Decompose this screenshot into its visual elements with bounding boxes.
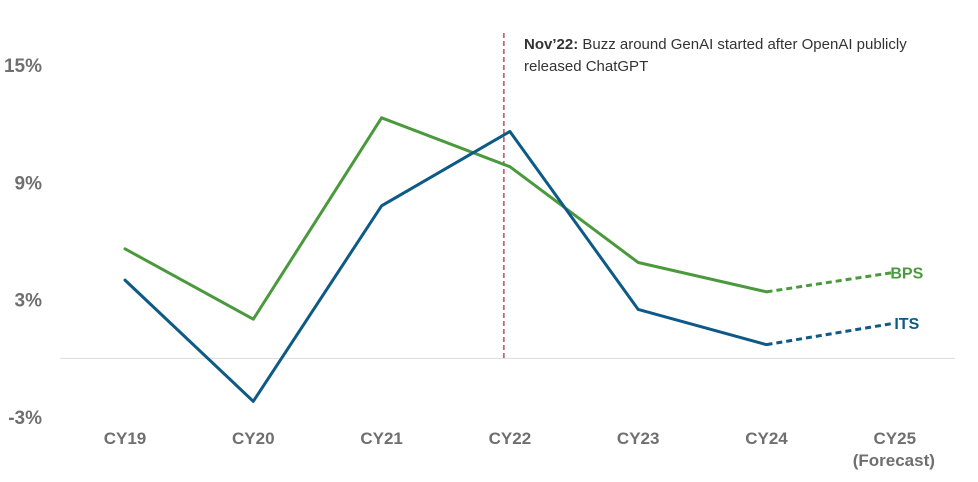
series-line-its [123,129,768,403]
x-tick-label: CY20 [232,429,275,448]
y-axis-ticks: 15% 9% 3% -3% [4,56,42,429]
y-tick-label: 9% [15,173,43,194]
x-tick-label: CY19 [104,429,147,448]
series-layer: BPS ITS [123,116,924,403]
x-tick-label: CY22 [489,429,532,448]
x-tick-label: CY24 [745,429,788,448]
series-label-its: ITS [894,316,919,333]
x-tick-label: CY25 [874,429,917,448]
x-tick-label: CY21 [360,429,403,448]
y-tick-label: 3% [15,291,43,312]
annotation-text: Nov’22: Buzz around GenAI started after … [524,34,924,78]
series-forecast-line-its [766,321,896,347]
annotation-bold-text: Nov’22: [524,36,579,53]
series-forecast-line-bps [766,270,896,294]
series-line-bps [123,116,768,321]
x-axis-ticks: CY19 CY20 CY21 CY22 CY23 CY24 CY25 (Forecast) [104,429,935,470]
x-tick-sublabel: (Forecast) [853,451,935,470]
annotation-body-text: Buzz around GenAI started after OpenAI p… [524,36,907,75]
x-tick-label: CY23 [617,429,660,448]
y-tick-label: -3% [8,408,42,429]
y-tick-label: 15% [4,56,42,77]
series-label-bps: BPS [890,265,923,282]
